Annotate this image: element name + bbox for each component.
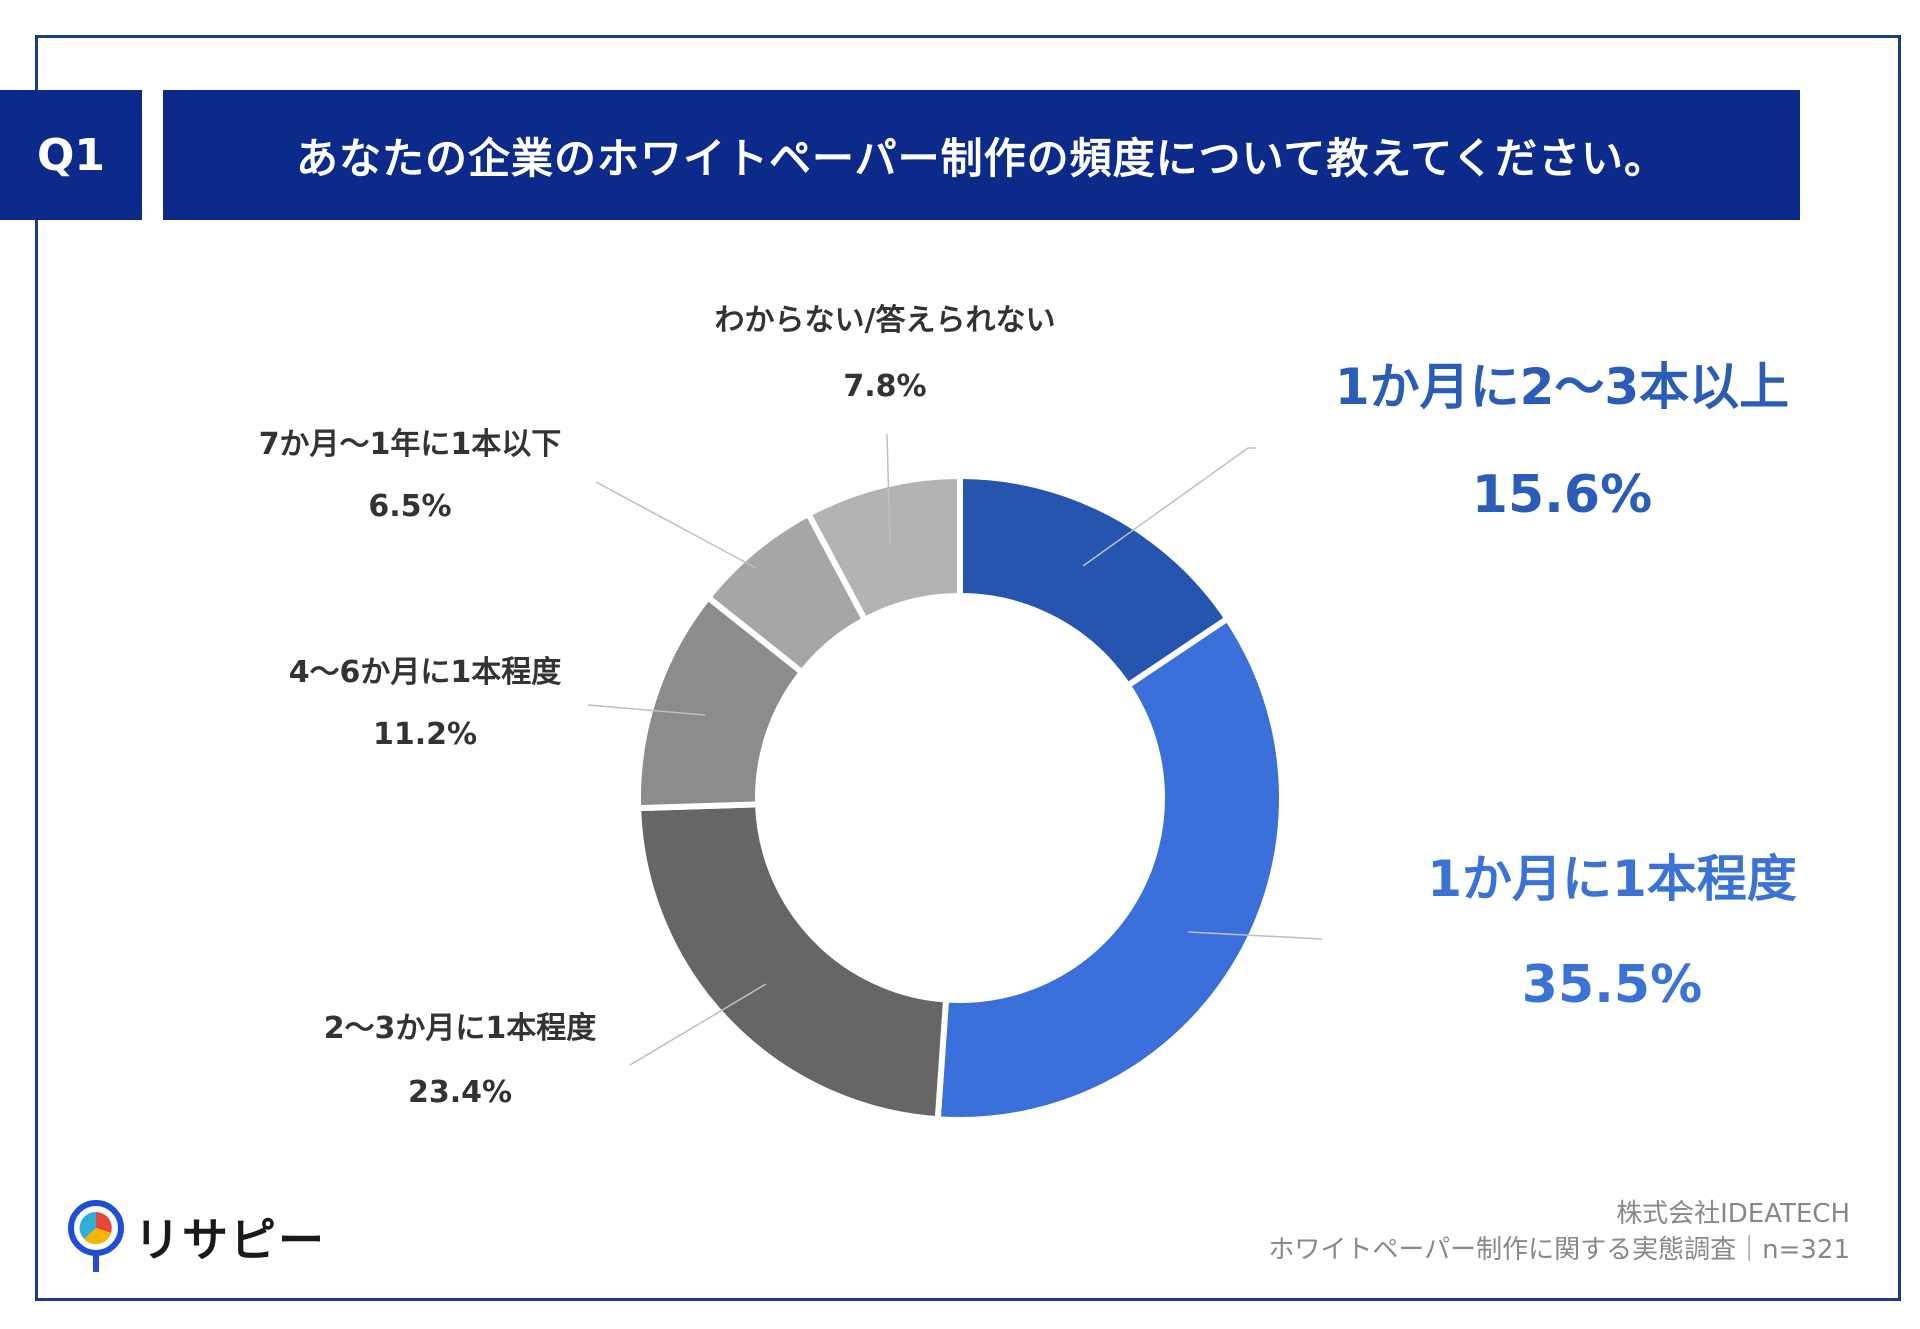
leader-line-6 — [886, 433, 891, 545]
footer-company: 株式会社IDEATECH — [1616, 1199, 1850, 1229]
footer-survey: ホワイトペーパー制作に関する実態調査｜n=321 — [1268, 1235, 1850, 1265]
category-label-5: 7か月〜1年に1本以下 — [259, 427, 562, 462]
leader-line-2 — [1187, 931, 1323, 940]
category-label-6: わからない/答えられない — [715, 303, 1056, 338]
leader-line-5 — [595, 481, 757, 569]
value-label-4: 11.2% — [373, 717, 477, 752]
donut-slice-3 — [635, 801, 950, 1123]
category-label-3: 2〜3か月に1本程度 — [324, 1011, 597, 1046]
logo: リサピー — [68, 1200, 326, 1274]
logo-pin-icon — [68, 1200, 124, 1272]
value-label-2: 35.5% — [1522, 955, 1702, 1015]
question-badge: Q1 — [0, 90, 142, 220]
leader-line-4 — [587, 704, 706, 716]
donut-slice-6 — [804, 472, 963, 624]
category-label-2: 1か月に1本程度 — [1427, 850, 1797, 908]
donut-slice-1 — [957, 472, 1232, 690]
leader-line-3 — [629, 983, 767, 1066]
footer: 株式会社IDEATECH ホワイトペーパー制作に関する実態調査｜n=321 — [1268, 1196, 1850, 1268]
question-title: あなたの企業のホワイトペーパー制作の頻度について教えてください。 — [163, 90, 1800, 220]
donut-slice-2 — [934, 614, 1285, 1123]
chart-frame — [35, 35, 1901, 1301]
category-label-1: 1か月に2〜3本以上 — [1335, 358, 1789, 416]
value-label-3: 23.4% — [408, 1075, 512, 1110]
leader-line-1 — [1082, 447, 1256, 567]
value-label-1: 15.6% — [1472, 465, 1652, 525]
category-label-4: 4〜6か月に1本程度 — [289, 655, 562, 690]
value-label-6: 7.8% — [843, 369, 926, 404]
logo-text: リサピー — [134, 1213, 326, 1267]
value-label-5: 6.5% — [368, 489, 451, 524]
